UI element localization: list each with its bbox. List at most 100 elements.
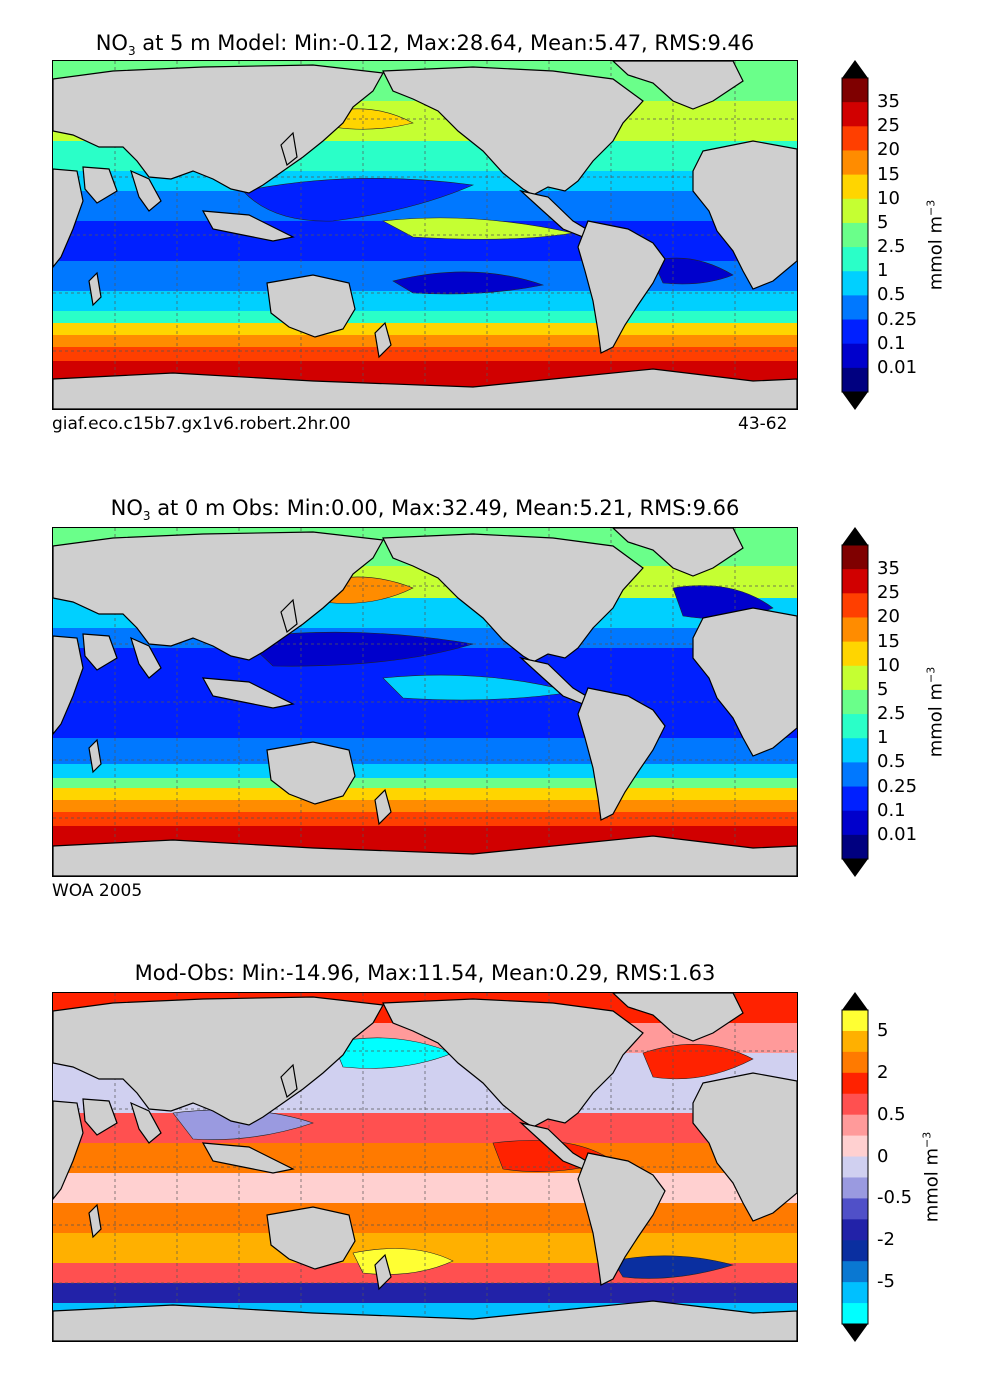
colorbar-segment (842, 762, 868, 788)
continent (266, 741, 356, 805)
continent (692, 140, 797, 290)
continent (53, 64, 384, 194)
colorbar-tick-label: 35 (877, 91, 900, 113)
south-pacific-gyre (392, 271, 545, 295)
continent (374, 1253, 392, 1291)
continent (374, 788, 392, 826)
colorbar-segment (842, 150, 868, 176)
continent (88, 1203, 102, 1239)
colorbar-outline (841, 77, 869, 393)
colorbar-tick-label: 0.1 (877, 332, 906, 354)
continent (201, 210, 295, 242)
continent (130, 636, 162, 679)
caption-run-name: giaf.eco.c15b7.gx1v6.robert.2hr.00 (52, 414, 351, 434)
colorbar-segment (842, 78, 868, 103)
colorbar-segment (842, 102, 868, 127)
colorbar-tick-label: 2.5 (877, 236, 906, 258)
continent (577, 687, 666, 821)
continent (82, 1098, 118, 1136)
continent (53, 531, 384, 661)
colorbar-tick-label: 35 (877, 558, 900, 580)
colorbar-segment (842, 1072, 868, 1095)
colorbar-segment (842, 738, 868, 763)
colorbar-segment (842, 641, 868, 667)
continent (53, 996, 384, 1126)
panel-title-model: NO3 at 5 m Model: Min:-0.12, Max:28.64, … (95, 31, 755, 59)
landmasses (53, 528, 797, 876)
continent (266, 1206, 356, 1270)
colorbar-segment (842, 1051, 868, 1074)
continent (692, 607, 797, 757)
colorbar-tick-label: 20 (877, 139, 900, 161)
colorbar-segment (842, 126, 868, 151)
landmasses (53, 993, 797, 1341)
colorbar-outline (841, 544, 869, 860)
continent (88, 271, 102, 307)
continent (201, 677, 295, 709)
colorbar-segment (842, 1303, 868, 1325)
colorbar-tick-label: 5 (877, 211, 889, 233)
continent (82, 166, 118, 204)
colorbar-tick-label: 0.1 (877, 799, 906, 821)
colorbar-segment (842, 1114, 868, 1137)
colorbar-tick-label: 10 (877, 187, 900, 209)
colorbar-segment (842, 1282, 868, 1304)
colorbar-segment (842, 174, 868, 200)
colorbar-obs (841, 527, 869, 877)
map-model (52, 60, 798, 410)
continent (88, 738, 102, 774)
continent (612, 993, 744, 1042)
continent (201, 1142, 295, 1174)
colorbar-tick-label: 0.01 (877, 356, 918, 378)
colorbar-segment (842, 198, 868, 224)
continent (130, 1101, 162, 1144)
colorbar-tick-label: 25 (877, 115, 900, 137)
colorbar-segment (842, 319, 868, 345)
oligotrophic-gyre (242, 177, 475, 222)
colorbar-unit-diff: mmol m−3 (920, 1131, 943, 1223)
caption-years: 43-62 (738, 414, 788, 434)
colorbar-segment (842, 689, 868, 715)
colorbar-segment (842, 1177, 868, 1199)
colorbar-tick-label: 0.25 (877, 775, 918, 797)
colorbar-segment (842, 1261, 868, 1283)
colorbar-segment (842, 1198, 868, 1220)
ocean-band (53, 778, 797, 789)
colorbar-extend-top (842, 527, 868, 545)
colorbar-segment (842, 295, 868, 321)
colorbar-segment (842, 1093, 868, 1116)
continent (266, 274, 356, 338)
colorbar-tick-label: -5 (877, 1271, 895, 1293)
colorbar-unit-obs: mmol m−3 (924, 666, 947, 758)
colorbar-segment (842, 786, 868, 812)
continent (53, 635, 84, 735)
continent (612, 528, 744, 577)
colorbar-segment (842, 1135, 868, 1158)
colorbar-segment (842, 810, 868, 836)
colorbar-outline (841, 1009, 869, 1325)
colorbar-segment (842, 1240, 868, 1262)
colorbar-segment (842, 222, 868, 248)
colorbar-segment (842, 834, 868, 860)
continent (53, 1300, 797, 1341)
continent (130, 169, 162, 212)
south-atlantic-negative (612, 1255, 735, 1279)
colorbar-tick-label: 15 (877, 163, 900, 185)
colorbar-tick-label: -0.5 (877, 1187, 913, 1209)
continent (577, 1152, 666, 1286)
colorbar-tick-label: 0.5 (877, 751, 906, 773)
continent (280, 1063, 298, 1099)
continent (53, 368, 797, 409)
continent (382, 998, 644, 1128)
colorbar-tick-label: 1 (877, 727, 889, 749)
map-obs (52, 527, 798, 877)
colorbar-segment (842, 1010, 868, 1032)
continent (53, 1100, 84, 1200)
continent (692, 1072, 797, 1222)
colorbar-extend-top (842, 60, 868, 78)
colorbar-segment (842, 271, 868, 296)
colorbar-tick-label: 10 (877, 654, 900, 676)
colorbar-segment (842, 545, 868, 570)
colorbar-extend-top (842, 992, 868, 1010)
colorbar-tick-label: 5 (877, 1019, 889, 1041)
